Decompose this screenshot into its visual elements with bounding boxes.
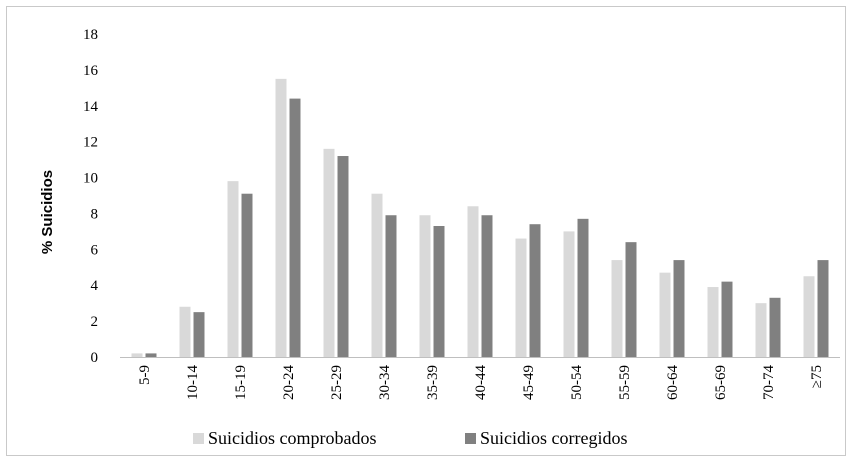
legend: Suicidios comprobados Suicidios corregido…	[193, 428, 627, 448]
y-tick-label: 12	[83, 135, 98, 151]
legend-swatch-corregidos	[465, 433, 476, 444]
x-tick-label: 50-54	[569, 365, 585, 400]
bar-comprobados	[179, 306, 191, 357]
x-tick-label: 30-34	[377, 365, 393, 400]
bar-comprobados	[323, 148, 335, 357]
y-tick-label: 0	[91, 350, 99, 366]
y-axis-label-group: % Suicidios	[39, 170, 56, 254]
x-tick-label: 55-59	[617, 365, 633, 400]
y-tick-label: 2	[91, 314, 99, 330]
x-tick-label: 20-24	[281, 365, 297, 400]
y-tick-label: 16	[83, 63, 99, 79]
y-tick-label: 14	[83, 99, 99, 115]
bar-corregidos	[769, 297, 781, 357]
bar-corregidos	[625, 242, 637, 357]
y-axis-label: % Suicidios	[39, 170, 56, 254]
x-tick-label: 40-44	[473, 365, 489, 400]
legend-label-comprobados: Suicidios comprobados	[208, 428, 377, 448]
x-tick-label: 15-19	[233, 365, 249, 400]
y-tick-label: 4	[91, 278, 99, 294]
legend-swatch-comprobados	[193, 433, 204, 444]
x-tick-label: 60-64	[665, 365, 681, 400]
y-tick-label: 10	[83, 171, 98, 187]
bar-corregidos	[193, 312, 205, 357]
bar-corregidos	[241, 193, 253, 357]
y-tick-label: 18	[83, 27, 98, 43]
bar-comprobados	[371, 193, 383, 357]
bar-corregidos	[337, 156, 349, 357]
bar-comprobados	[275, 78, 287, 357]
y-tick-labels: 0 2 4 6 8 10 12 14 16 18	[83, 27, 99, 366]
bar-corregidos	[529, 224, 541, 357]
x-tick-label: 5-9	[137, 365, 153, 385]
bar-comprobados	[659, 272, 671, 357]
bar-comprobados	[227, 181, 239, 357]
x-tick-label: 25-29	[329, 365, 345, 400]
x-tick-label: 35-39	[425, 365, 441, 400]
x-tick-label: 70-74	[761, 365, 777, 400]
bar-corregidos	[721, 281, 733, 357]
x-tick-label: ≥75	[809, 365, 825, 388]
bar-comprobados	[611, 260, 623, 357]
bar-corregidos	[481, 215, 493, 357]
y-tick-label: 8	[91, 206, 99, 222]
bar-corregidos	[433, 226, 445, 357]
x-tick-labels: 5-9 10-14 15-19 20-24 25-29 30-34 35-39 40-44 45…	[137, 365, 825, 400]
bar-comprobados	[419, 215, 431, 357]
bar-comprobados	[131, 353, 143, 357]
bar-comprobados	[515, 238, 527, 357]
bar-corregidos	[817, 260, 829, 357]
bar-corregidos	[385, 215, 397, 357]
bar-comprobados	[707, 287, 719, 357]
bar-comprobados	[467, 206, 479, 357]
bar-corregidos	[145, 353, 157, 357]
legend-label-corregidos: Suicidios corregidos	[480, 428, 627, 448]
y-tick-label: 6	[91, 242, 99, 258]
bars	[131, 78, 829, 357]
x-tick-label: 65-69	[713, 365, 729, 400]
bar-comprobados	[755, 303, 767, 357]
bar-corregidos	[289, 98, 301, 357]
x-tick-label: 45-49	[521, 365, 537, 400]
bar-corregidos	[673, 260, 685, 357]
bar-comprobados	[803, 276, 815, 357]
bar-comprobados	[563, 231, 575, 357]
bar-corregidos	[577, 218, 589, 357]
x-tick-label: 10-14	[185, 365, 201, 400]
